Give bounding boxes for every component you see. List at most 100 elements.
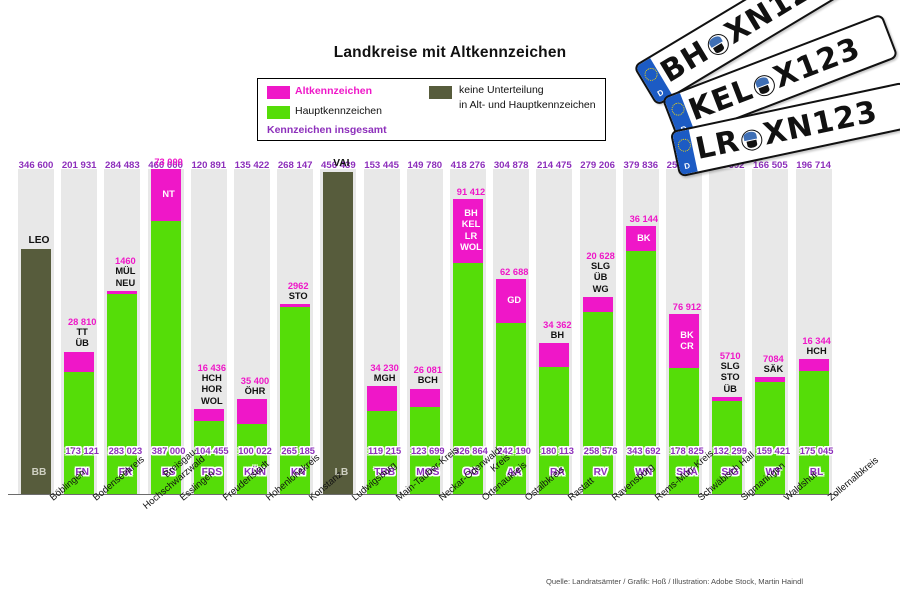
- bar: HCH HOR WOL 16 436 104 455 FDS: [193, 155, 229, 495]
- bar: BK 36 144 343 692 WN: [625, 155, 661, 495]
- bar-total-label: 279 206: [580, 160, 615, 171]
- bar-total-label: 166 505: [753, 160, 788, 171]
- bar: SÄK 7084 159 421 WT: [755, 155, 790, 495]
- bar-total-label: 120 891: [191, 160, 227, 171]
- altkennzeichen-code: NEU: [115, 277, 136, 288]
- bar-column: 279 206 SLG ÜB WG 20 628 258 578 RV: [579, 155, 617, 495]
- legend: Altkennzeichen Hauptkennzeichen keine Un…: [257, 78, 606, 141]
- legend-label-kennzeichen-insgesamt: Kennzeichen insgesamt: [267, 124, 387, 136]
- altkennzeichen-code: ÜB: [75, 338, 89, 349]
- bar-column: 379 836 BK 36 144 343 692 WN: [622, 155, 661, 495]
- altkennzeichen-code: ÜB: [593, 272, 608, 283]
- altkennzeichen-code-list: BH: [535, 330, 579, 342]
- altkennzeichen-code-list: TT ÜB: [60, 327, 104, 350]
- bar-top-kennzeichen-code: LEO: [28, 235, 50, 247]
- altkennzeichen-value-label: 28 810: [67, 316, 97, 327]
- altkennzeichen-code: TT: [76, 326, 88, 337]
- bar-segment-hauptkennzeichen: [798, 370, 829, 495]
- legend-label-altkennzeichen: Altkennzeichen: [295, 85, 373, 97]
- hauptkennzeichen-value-label: 242 190: [497, 446, 531, 456]
- bar: BH KEL LR WOL 91 412 326 864 OG: [453, 155, 488, 495]
- bar-total-label: 214 475: [537, 160, 572, 171]
- bar-segment-keine-unterteilung: [323, 171, 354, 495]
- altkennzeichen-code-list: STO: [276, 291, 320, 303]
- bar-total-label: 456 439: [321, 160, 356, 171]
- bar-column: 196 714 HCH 16 344 175 045 BL: [795, 155, 833, 495]
- hauptkennzeichen-value-label: 343 692: [626, 446, 661, 456]
- bar-total-label: 149 780: [407, 160, 443, 171]
- x-axis-labels: Böblingen Bodenseekreis Breisgau- Hochschwa…: [0, 444, 900, 590]
- bar-column: 166 505 SÄK 7084 159 421 WT: [752, 155, 790, 495]
- altkennzeichen-code: LR: [464, 230, 478, 241]
- altkennzeichen-code-list: SLG STO ÜB: [708, 361, 752, 396]
- altkennzeichen-code: WG: [592, 283, 609, 294]
- eu-stars-icon: [676, 137, 693, 153]
- altkennzeichen-code-list: HCH HOR WOL: [190, 373, 234, 408]
- bar: NT 73 000 387 000 ES: [150, 155, 185, 495]
- altkennzeichen-value-label: 73 000: [154, 157, 183, 167]
- bar-segment-altkennzeichen: [625, 225, 656, 252]
- bar-kennzeichen-code: WT: [765, 467, 782, 478]
- altkennzeichen-code: BCH: [417, 375, 438, 386]
- bar-kennzeichen-code: LB: [334, 467, 349, 478]
- bar-segment-hauptkennzeichen: [712, 401, 743, 495]
- bar-segment-altkennzeichen: [280, 304, 311, 308]
- eu-stars-icon: [669, 100, 687, 118]
- bar-segment-hauptkennzeichen: [237, 424, 267, 495]
- bar: BK CR 76 912 178 825 SHA: [669, 155, 704, 495]
- bar-segment-hauptkennzeichen: [582, 311, 613, 495]
- bar-kennzeichen-code: SIG: [721, 467, 739, 478]
- bar-segment-altkennzeichen: [193, 409, 224, 421]
- altkennzeichen-code: CR: [680, 341, 694, 352]
- bar-segment-hauptkennzeichen: [669, 368, 699, 495]
- bar-kennzeichen-code: RA: [550, 467, 565, 478]
- bar-column: 418 276 BH KEL LR WOL 91 412 326 864 OG: [450, 155, 488, 495]
- altkennzeichen-code-list: NT: [147, 189, 191, 201]
- eu-stars-icon: [642, 65, 661, 84]
- altkennzeichen-value-label: 7084: [763, 353, 784, 364]
- bar-segment-hauptkennzeichen: [453, 263, 483, 495]
- bar-column: 149 780 BCH 26 081 123 699 MOS: [406, 155, 445, 495]
- bar-segment-altkennzeichen: [582, 297, 613, 312]
- bar-segment-altkennzeichen: [150, 169, 181, 221]
- legend-swatch-keine-unterteilung: [429, 86, 452, 99]
- altkennzeichen-value-label: 26 081: [413, 365, 443, 376]
- altkennzeichen-code: BK: [680, 329, 694, 340]
- registration-seal-icon: [739, 127, 765, 153]
- bar-total-label: 418 276: [450, 160, 486, 171]
- license-plate-illustration: DBHXN123DKELX123DLRXN123: [620, 0, 900, 224]
- bar: MGH 34 230 119 215 TBB: [366, 155, 401, 495]
- x-axis-line: [8, 494, 838, 496]
- bar-segment-altkennzeichen: [712, 397, 743, 402]
- altkennzeichen-code-list: BK: [622, 233, 666, 245]
- bar-total-label: 153 445: [364, 160, 399, 171]
- bar-column: 153 445 MGH 34 230 119 215 TBB: [363, 155, 401, 495]
- legend-swatch-altkennzeichen: [267, 86, 290, 99]
- bar-kennzeichen-code: AA: [506, 467, 522, 478]
- altkennzeichen-value-label: 5710: [719, 350, 741, 361]
- bar-segment-hauptkennzeichen: [409, 407, 440, 495]
- legend-label-keine-unterteilung-line2: in Alt- und Hauptkennzeichen: [459, 99, 596, 111]
- bar: BCH 26 081 123 699 MOS: [409, 155, 445, 495]
- altkennzeichen-code: HOR: [201, 384, 223, 395]
- hauptkennzeichen-value-label: 175 045: [799, 446, 834, 456]
- altkennzeichen-code: NT: [162, 189, 175, 200]
- bar-segment-altkennzeichen: [798, 359, 829, 371]
- hauptkennzeichen-value-label: 119 215: [368, 446, 402, 456]
- hauptkennzeichen-value-label: 100 022: [238, 446, 272, 456]
- plate-number: XN123: [760, 93, 881, 153]
- altkennzeichen-code: HCH: [806, 345, 827, 356]
- bar-segment-altkennzeichen: [64, 351, 95, 373]
- altkennzeichen-value-label: 16 436: [197, 362, 227, 373]
- bar-segment-hauptkennzeichen: [539, 367, 570, 495]
- altkennzeichen-value-label: 34 230: [370, 362, 399, 373]
- bar-column: 284 483 MÜL NEU 1460 283 023 FR: [104, 155, 142, 495]
- bar-column: 268 147 STO 2962 265 185 KN: [277, 155, 315, 495]
- bar-total-label: 201 931: [61, 160, 97, 171]
- altkennzeichen-code: WOL: [200, 395, 223, 406]
- bar: MÜL NEU 1460 283 023 FR: [107, 155, 142, 495]
- bar-segment-altkennzeichen: [755, 377, 786, 383]
- bar-total-label: 304 878: [493, 160, 529, 171]
